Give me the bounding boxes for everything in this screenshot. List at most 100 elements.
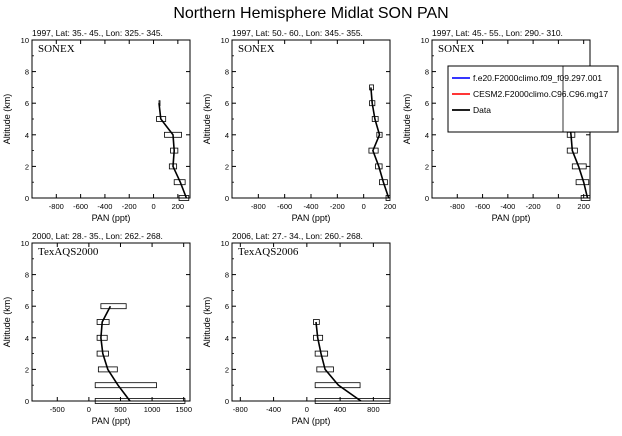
campaign-label: TexAQS2006 (238, 246, 299, 258)
x-tick-label: 800 (367, 405, 380, 414)
y-tick-label: 0 (225, 397, 229, 406)
legend-label: CESM2.F2000climo.C96.C96.mg17 (473, 89, 608, 99)
chart-panel-4: 2000, Lat: 28.- 35., Lon: 262.- 268. TexA… (2, 231, 192, 426)
x-axis-label: PAN (ppt) (92, 416, 131, 426)
y-axis-label: Altitude (km) (202, 94, 212, 145)
y-tick-label: 10 (21, 239, 29, 248)
range-box (178, 195, 190, 201)
y-axis-label: Altitude (km) (202, 297, 212, 348)
x-tick-label: -400 (500, 202, 515, 211)
y-tick-label: 2 (425, 162, 429, 171)
series-data-1 (94, 303, 186, 404)
y-tick-label: 2 (225, 365, 229, 374)
legend-label: f.e20.F2000climo.f09_f09.297.001 (473, 73, 602, 83)
y-tick-label: 4 (225, 334, 229, 343)
panel-title: 2000, Lat: 28.- 35., Lon: 262.- 268. (32, 231, 163, 241)
panel-title: 1997, Lat: 45.- 55., Lon: 290.- 310. (432, 28, 563, 38)
x-tick-label: 200 (384, 202, 397, 211)
x-tick-label: -400 (266, 405, 281, 414)
y-axis-label: Altitude (km) (2, 297, 12, 348)
y-tick-label: 0 (425, 194, 429, 203)
x-tick-label: -200 (526, 202, 541, 211)
x-tick-label: -200 (330, 202, 345, 211)
data-profile-line (370, 87, 390, 199)
campaign-label: SONEX (38, 43, 75, 55)
series-data-1 (368, 84, 391, 201)
y-tick-label: 4 (225, 131, 229, 140)
x-tick-label: -200 (122, 202, 137, 211)
plot-frame (31, 39, 191, 199)
series-data-1 (313, 319, 391, 404)
x-tick-label: 200 (172, 202, 185, 211)
y-tick-label: 0 (25, 397, 29, 406)
y-tick-label: 8 (25, 68, 29, 77)
y-tick-label: 8 (25, 271, 29, 280)
range-box (94, 382, 157, 389)
y-tick-label: 6 (25, 302, 29, 311)
x-tick-label: 0 (362, 202, 366, 211)
y-tick-label: 6 (25, 99, 29, 108)
range-box (314, 382, 361, 389)
x-tick-label: 200 (577, 202, 590, 211)
series-data-1 (156, 100, 190, 201)
y-axis-label: Altitude (km) (402, 94, 412, 145)
x-tick-label: -600 (475, 202, 490, 211)
x-tick-label: 0 (87, 405, 91, 414)
x-tick-label: -800 (233, 405, 248, 414)
x-tick-label: 1000 (144, 405, 161, 414)
x-axis-label: PAN (ppt) (292, 416, 331, 426)
x-tick-label: -400 (97, 202, 112, 211)
campaign-label: SONEX (238, 43, 275, 55)
range-box (94, 398, 186, 404)
y-tick-label: 4 (25, 131, 29, 140)
y-tick-label: 8 (425, 68, 429, 77)
x-tick-label: 500 (114, 405, 127, 414)
panel-title: 1997, Lat: 50.- 60., Lon: 345.- 355. (232, 28, 363, 38)
plot-frame (231, 242, 391, 402)
panel-title: 1997, Lat: 35.- 45., Lon: 325.- 345. (32, 28, 163, 38)
campaign-label: SONEX (438, 43, 475, 55)
range-box (100, 303, 127, 310)
panel-title: 2006, Lat: 27.- 34., Lon: 260.- 268. (232, 231, 363, 241)
x-axis-label: PAN (ppt) (92, 213, 131, 223)
plot-frame (31, 242, 191, 402)
y-tick-label: 2 (225, 162, 229, 171)
x-tick-label: 400 (334, 405, 347, 414)
y-tick-label: 10 (221, 36, 229, 45)
y-tick-label: 8 (225, 68, 229, 77)
y-tick-label: 10 (221, 239, 229, 248)
legend-box (447, 65, 619, 133)
x-tick-label: 0 (305, 405, 309, 414)
y-axis-label: Altitude (km) (2, 94, 12, 145)
y-tick-label: 0 (25, 194, 29, 203)
x-tick-label: -800 (251, 202, 266, 211)
plot-frame (231, 39, 391, 199)
x-tick-label: -600 (73, 202, 88, 211)
x-tick-label: 1500 (175, 405, 192, 414)
data-profile-line (100, 305, 131, 402)
data-profile-line (158, 103, 188, 199)
x-tick-label: -800 (450, 202, 465, 211)
y-tick-label: 6 (425, 99, 429, 108)
range-box (96, 334, 108, 341)
x-tick-label: -600 (277, 202, 292, 211)
x-tick-label: 0 (556, 202, 560, 211)
x-tick-label: -800 (49, 202, 64, 211)
y-tick-label: 4 (25, 334, 29, 343)
chart-panel-5: 2006, Lat: 27.- 34., Lon: 260.- 268. TexA… (202, 231, 391, 426)
y-tick-label: 4 (425, 131, 429, 140)
x-tick-label: -500 (50, 405, 65, 414)
x-axis-label: PAN (ppt) (492, 213, 531, 223)
y-tick-label: 10 (21, 36, 29, 45)
x-tick-label: -400 (303, 202, 318, 211)
campaign-label: TexAQS2000 (38, 246, 99, 258)
data-profile-line (315, 321, 362, 402)
y-tick-label: 6 (225, 99, 229, 108)
range-box (314, 398, 391, 404)
legend: f.e20.F2000climo.f09_f09.297.001 CESM2.F2… (447, 65, 619, 133)
x-tick-label: 0 (151, 202, 155, 211)
y-tick-label: 2 (25, 162, 29, 171)
legend-label: Data (473, 105, 491, 115)
chart-panel-1: 1997, Lat: 35.- 45., Lon: 325.- 345. SONE… (2, 28, 191, 223)
